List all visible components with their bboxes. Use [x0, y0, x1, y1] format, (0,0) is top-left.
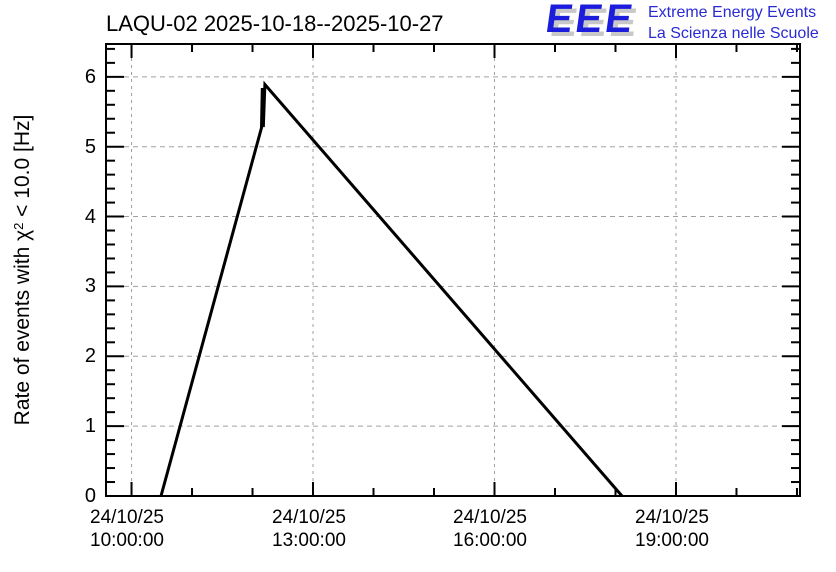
y-tick-label-3: 3 [84, 275, 96, 297]
chart-title: LAQU-02 2025-10-18--2025-10-27 [106, 11, 444, 36]
y-axis-label-text: Rate of events with χ [11, 229, 34, 426]
x-tick-label-0: 24/10/25 10:00:00 [62, 506, 192, 552]
rate-curve [159, 80, 624, 497]
x-tick-time: 13:00:00 [272, 530, 346, 551]
eee-logo-acronym: EEE [542, 0, 639, 41]
y-axis-label-exponent: 2 [11, 222, 26, 230]
y-tick-label-6: 6 [84, 66, 96, 88]
x-tick-date: 24/10/25 [90, 507, 164, 528]
logo-tagline-line2: La Scienza nelle Scuole [648, 25, 819, 42]
y-tick-label-1: 1 [84, 415, 96, 437]
y-tick-label-4: 4 [84, 206, 96, 228]
y-axis-label: Rate of events with χ2 < 10.0 [Hz] [11, 40, 41, 500]
y-tick-label-5: 5 [84, 136, 96, 158]
x-tick-date: 24/10/25 [635, 507, 709, 528]
x-tick-time: 10:00:00 [90, 530, 164, 551]
y-tick-label-2: 2 [84, 345, 96, 367]
x-tick-time: 19:00:00 [635, 530, 709, 551]
x-tick-label-2: 24/10/25 16:00:00 [425, 506, 555, 552]
plot-frame [105, 43, 801, 497]
eee-logo-tagline: Extreme Energy Events La Scienza nelle S… [648, 2, 819, 44]
x-tick-label-3: 24/10/25 19:00:00 [607, 506, 737, 552]
x-tick-date: 24/10/25 [453, 507, 527, 528]
x-tick-label-1: 24/10/25 13:00:00 [244, 506, 374, 552]
x-tick-time: 16:00:00 [453, 530, 527, 551]
logo-tagline-line1: Extreme Energy Events [648, 4, 817, 21]
y-axis-label-suffix: < 10.0 [Hz] [11, 114, 34, 223]
x-tick-date: 24/10/25 [272, 507, 346, 528]
y-tick-label-0: 0 [84, 485, 96, 507]
